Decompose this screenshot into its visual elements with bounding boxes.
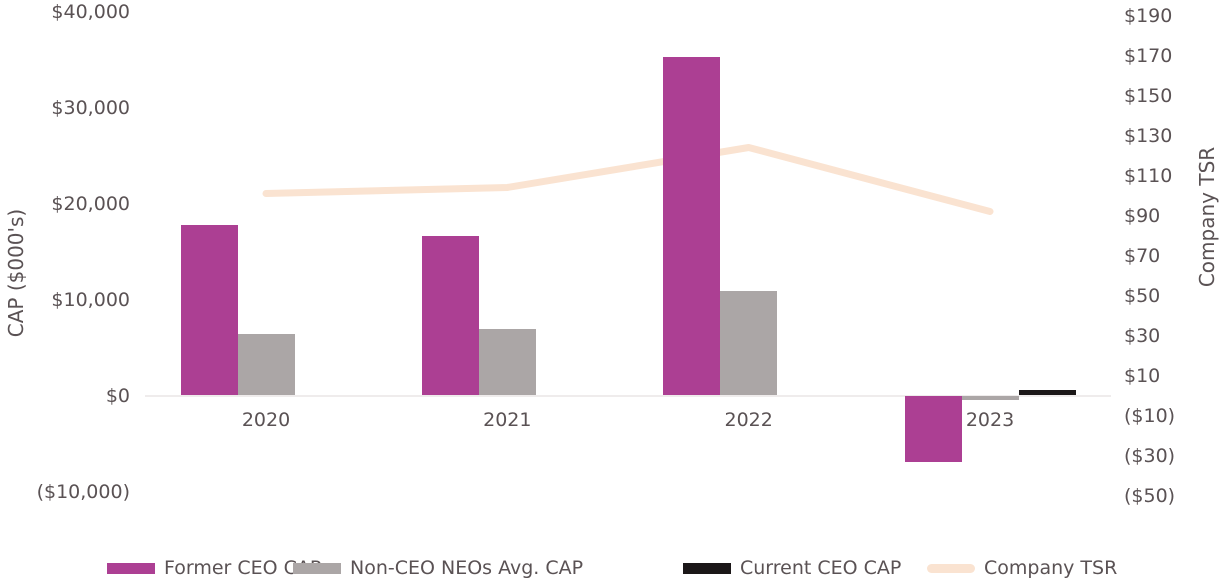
right-axis-tick: $50 — [1124, 284, 1161, 307]
bar-former-ceo-cap-2020 — [180, 224, 238, 396]
right-axis-tick: $10 — [1124, 364, 1161, 387]
right-axis-tick: $170 — [1124, 44, 1173, 67]
legend-bar-swatch — [107, 562, 155, 574]
legend-item-former-ceo-cap: Former CEO CAP — [107, 555, 321, 581]
x-axis-label-2020: 2020 — [241, 409, 291, 431]
bar-former-ceo-cap-2021 — [421, 236, 479, 396]
left-axis-tick: $20,000 — [51, 192, 130, 215]
legend-label: Non-CEO NEOs Avg. CAP — [350, 557, 584, 579]
x-axis-label-2023: 2023 — [965, 409, 1015, 431]
left-axis-tick: $30,000 — [51, 96, 130, 119]
legend-line-swatch — [927, 563, 975, 573]
right-axis-tick: $150 — [1124, 84, 1173, 107]
bar-former-ceo-cap-2022 — [663, 56, 721, 396]
legend-item-non-ceo-neos-avg-cap: Non-CEO NEOs Avg. CAP — [293, 555, 583, 581]
bar-current-ceo-cap-2023 — [1018, 389, 1076, 396]
x-axis-label-2022: 2022 — [724, 409, 773, 431]
left-axis-tick: $10,000 — [51, 288, 130, 311]
bar-former-ceo-cap-2023 — [904, 395, 962, 462]
right-axis-tick: $30 — [1124, 324, 1161, 347]
right-axis-tick: ($10) — [1124, 404, 1176, 427]
legend-bar-swatch — [293, 562, 341, 574]
right-axis-tick: ($30) — [1124, 444, 1176, 467]
legend-label: Current CEO CAP — [740, 557, 902, 579]
right-axis-tick: ($50) — [1124, 484, 1176, 507]
bar-non-ceo-neos-avg-cap-2021 — [478, 329, 536, 396]
right-axis-tick: $70 — [1124, 244, 1161, 267]
right-axis-tick: $90 — [1124, 204, 1161, 227]
bar-non-ceo-neos-avg-cap-2023 — [961, 395, 1019, 401]
right-axis-tick: $110 — [1124, 164, 1173, 187]
legend-item-current-ceo-cap: Current CEO CAP — [683, 555, 901, 581]
right-axis-tick: $130 — [1124, 124, 1173, 147]
legend-bar-swatch — [683, 562, 731, 574]
bar-non-ceo-neos-avg-cap-2022 — [720, 290, 778, 396]
x-axis-label-2021: 2021 — [483, 409, 532, 431]
legend-label: Former CEO CAP — [164, 557, 322, 579]
legend-label: Company TSR — [984, 557, 1118, 579]
left-axis-tick: ($10,000) — [36, 480, 130, 503]
zero-gridline — [145, 395, 1111, 397]
right-axis-tick: $190 — [1124, 4, 1173, 27]
left-axis-tick: $0 — [105, 384, 130, 407]
left-axis-tick: $40,000 — [51, 0, 130, 23]
bar-non-ceo-neos-avg-cap-2020 — [237, 334, 295, 396]
legend-item-company-tsr: Company TSR — [927, 555, 1117, 581]
